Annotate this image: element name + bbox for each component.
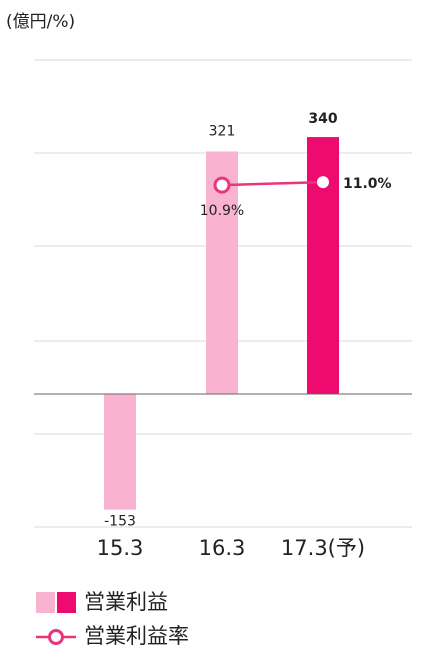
bar-value-label: -153 — [104, 514, 136, 530]
legend-label: 営業利益 — [84, 590, 168, 614]
line-marker — [317, 176, 329, 189]
x-tick-label: 16.3 — [199, 536, 246, 560]
legend-swatch — [36, 592, 55, 613]
legend-swatch — [57, 592, 76, 613]
x-tick-label: 17.3(予) — [281, 536, 365, 560]
x-tick-label: 15.3 — [97, 536, 144, 560]
bar — [104, 394, 136, 510]
legend-marker — [48, 629, 64, 645]
bar — [307, 137, 339, 395]
axis-unit: (億円/%) — [6, 12, 75, 32]
line-marker — [213, 176, 231, 194]
bar-value-label: 321 — [209, 123, 236, 139]
line-value-label: 11.0% — [343, 176, 392, 192]
legend-label: 営業利益率 — [84, 624, 189, 648]
bar-value-label: 340 — [308, 111, 337, 127]
line — [221, 180, 324, 187]
line-value-label: 10.9% — [200, 203, 244, 219]
